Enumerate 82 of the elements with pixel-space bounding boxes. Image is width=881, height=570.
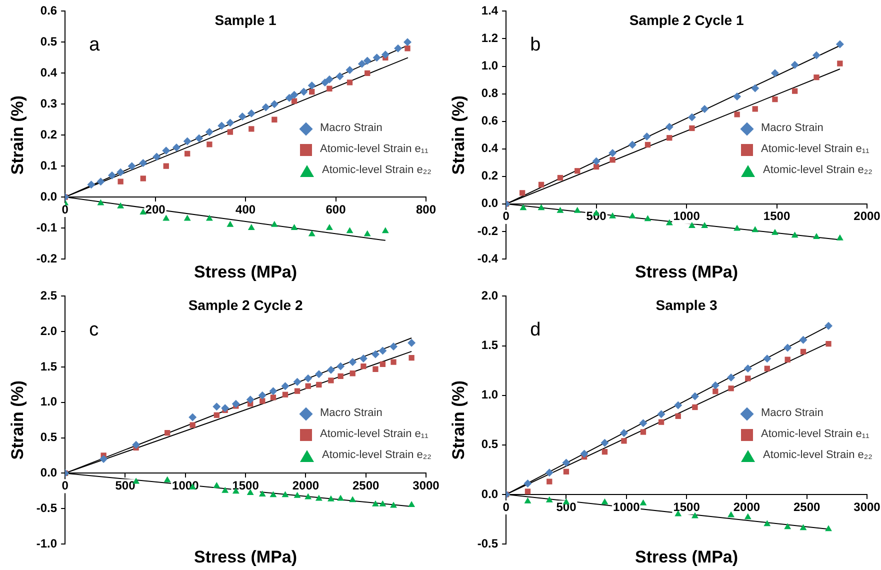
y-tick-label: 0.0: [40, 189, 58, 204]
y-tick-label: -1.0: [36, 536, 58, 550]
legend-label: Atomic-level Strain e₁₁: [320, 427, 428, 442]
x-tick-label: 400: [236, 202, 256, 216]
y-tick-label: -0.1: [36, 220, 58, 234]
y-tick-label: 0.5: [40, 34, 58, 48]
y-tick-label: 2.0: [481, 288, 498, 303]
chart-title: Sample 1: [214, 12, 276, 28]
y-tick-label: 1.0: [481, 388, 498, 402]
x-tick-label: 0: [502, 500, 510, 514]
x-axis-title: Stress (MPa): [635, 262, 738, 282]
x-tick-label: 2500: [352, 478, 380, 493]
y-tick-label: -0.4: [477, 251, 498, 266]
y-tick-label: 1.2: [481, 31, 498, 46]
y-tick-label: 0.5: [481, 437, 498, 452]
y-tick-label: -0.2: [36, 251, 58, 266]
x-tick-label: 200: [145, 202, 166, 216]
x-tick-label: 1000: [613, 500, 640, 514]
y-tick-label: 0.2: [481, 168, 498, 183]
y-tick-label: 2.5: [40, 288, 58, 303]
legend-label: Macro Strain: [320, 121, 382, 136]
y-tick-label: 0.4: [481, 141, 498, 156]
y-tick-label: 0.0: [481, 196, 498, 210]
y-axis-title: Strain (%): [8, 95, 27, 175]
legend-label: Macro Strain: [761, 406, 824, 421]
chart-title: Sample 2 Cycle 2: [188, 297, 303, 314]
x-axis-title: Stress (MPa): [194, 548, 298, 567]
y-tick-label: -0.2: [477, 224, 498, 238]
x-tick-label: 1500: [763, 209, 790, 224]
legend-label: Atomic-level Strain e₂₂: [322, 448, 432, 463]
x-tick-label: 2000: [733, 500, 760, 514]
chart-title: Sample 2 Cycle 1: [629, 12, 744, 28]
legend-label: Atomic-level Strain e₁₁: [761, 427, 870, 442]
y-tick-label: 0.3: [40, 96, 58, 110]
legend-label: Atomic-level Strain e₁₁: [761, 142, 870, 157]
legend-label: Macro Strain: [761, 121, 824, 136]
x-tick-label: 800: [416, 202, 436, 216]
y-tick-label: 0.0: [481, 486, 498, 501]
x-axis-title: Stress (MPa): [194, 262, 298, 282]
y-tick-label: 0.6: [481, 114, 498, 128]
x-tick-label: 1500: [673, 500, 700, 514]
legend-label: Atomic-level Strain e₂₂: [763, 163, 872, 178]
x-tick-label: 0: [62, 478, 69, 493]
y-tick-label: -0.5: [477, 536, 498, 550]
y-tick-label: 1.4: [481, 4, 498, 18]
annotation: b: [530, 34, 541, 56]
x-tick-label: 2000: [292, 478, 320, 493]
legend-label: Macro Strain: [320, 406, 382, 421]
chart-title: Sample 3: [656, 297, 718, 314]
x-tick-label: 2000: [854, 209, 881, 224]
y-tick-label: 0.1: [40, 158, 58, 172]
y-tick-label: 0.2: [40, 127, 58, 142]
x-axis-title: Stress (MPa): [635, 548, 738, 567]
x-tick-label: 1500: [232, 478, 260, 493]
x-tick-label: 2500: [793, 500, 821, 514]
annotation: d: [530, 319, 541, 340]
annotation: a: [89, 34, 100, 56]
y-tick-label: 0.5: [40, 430, 58, 444]
y-tick-label: 1.5: [40, 359, 58, 374]
y-tick-label: 0.0: [40, 466, 58, 480]
x-tick-label: 1000: [673, 209, 700, 224]
legend-label: Atomic-level Strain e₂₂: [763, 448, 872, 463]
y-axis-title: Strain (%): [448, 95, 468, 175]
legend-label: Atomic-level Strain e₁₁: [320, 142, 428, 157]
y-tick-label: 1.0: [481, 58, 498, 73]
y-tick-label: 0.6: [40, 4, 58, 18]
y-tick-label: 0.4: [40, 65, 58, 80]
x-tick-label: 500: [115, 478, 136, 493]
x-tick-label: 3000: [412, 478, 440, 493]
x-tick-label: 600: [326, 202, 346, 216]
y-tick-label: 0.8: [481, 86, 498, 100]
x-tick-label: 0: [62, 202, 69, 216]
y-axis-title: Strain (%): [8, 380, 27, 460]
y-tick-label: 1.5: [481, 338, 498, 352]
y-tick-label: 1.0: [40, 394, 58, 409]
y-tick-label: 2.0: [40, 324, 58, 338]
annotation: c: [89, 319, 99, 340]
y-tick-label: -0.5: [36, 500, 58, 515]
y-axis-title: Strain (%): [448, 380, 468, 460]
legend-label: Atomic-level Strain e₂₂: [322, 163, 432, 178]
x-tick-label: 0: [502, 209, 510, 224]
x-tick-label: 3000: [854, 500, 881, 514]
